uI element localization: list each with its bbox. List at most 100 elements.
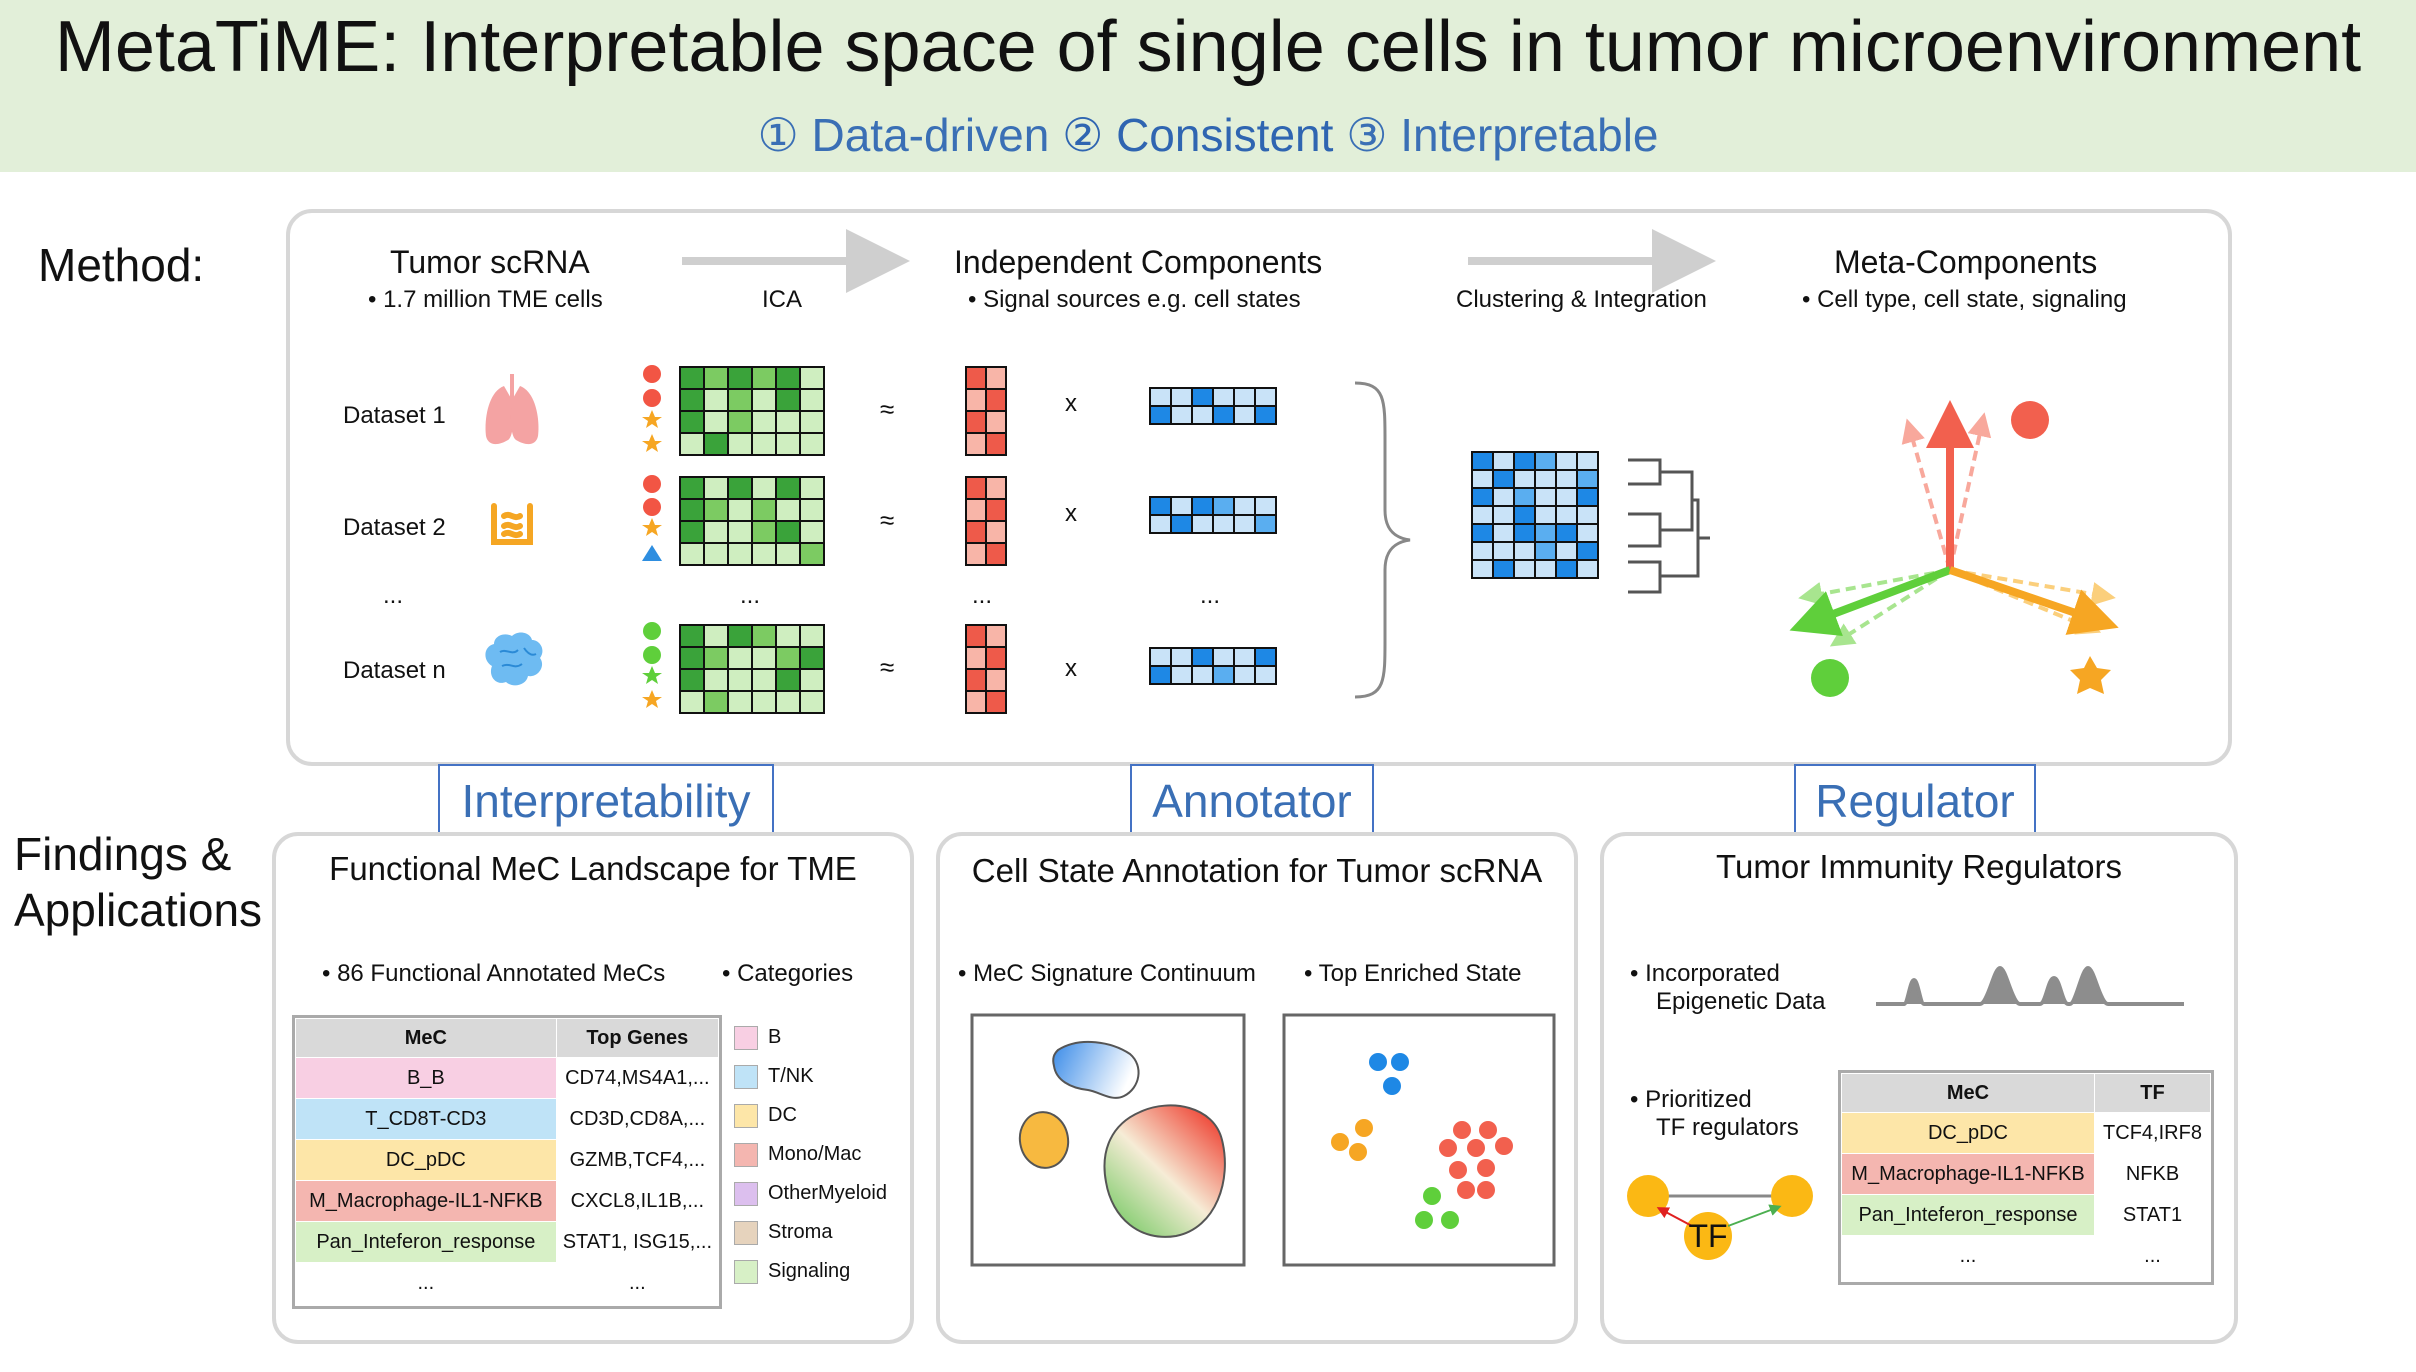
panel3-bullet2-line2: TF regulators	[1656, 1114, 1799, 1141]
legend-item: DC	[734, 1096, 887, 1135]
header-banner	[0, 0, 2416, 172]
legend-item: OtherMyeloid	[734, 1174, 887, 1213]
panel2-bullet-continuum: • MeC Signature Continuum	[958, 960, 1256, 987]
subtitle-interpretable: ③ Interpretable	[1346, 109, 1659, 161]
integrated-matrix	[1471, 451, 1599, 579]
panel2-title: Cell State Annotation for Tumor scRNA	[971, 852, 1543, 889]
legend-label: T/NK	[768, 1065, 814, 1087]
dendrogram	[1628, 458, 1710, 594]
enriched-green-points	[1415, 1187, 1459, 1229]
subtitle-data-driven: ① Data-driven	[757, 109, 1050, 161]
method-label: Method:	[38, 239, 205, 291]
panel3-title: Tumor Immunity Regulators	[1716, 848, 2122, 885]
ellipsis-loadings: ...	[1200, 582, 1221, 609]
tf-table-cell-mec: ...	[1841, 1235, 2095, 1277]
tf-table-row: ......	[1841, 1235, 2211, 1277]
ic-matrix-1	[965, 366, 1007, 456]
continuum-redgreen-cluster	[1103, 1104, 1226, 1238]
category-legend: B T/NK DC Mono/Mac OtherMyeloid Stroma Signali…	[734, 1018, 887, 1291]
expr-matrix-2	[679, 476, 825, 566]
col3-bullet: • Cell type, cell state, signaling	[1802, 286, 2127, 313]
legend-swatch	[734, 1181, 758, 1206]
findings-label-line1: Findings &	[14, 828, 232, 880]
mec-table-row: Pan_Inteferon_response STAT1, ISG15,...	[295, 1221, 720, 1263]
dataset-n-label: Dataset n	[343, 657, 446, 684]
epigenetic-peaks	[1876, 965, 2184, 1006]
col2-title: Independent Components	[954, 244, 1323, 280]
ica-label: ICA	[762, 286, 803, 313]
mec-table-header-genes: Top Genes	[555, 1018, 720, 1058]
dataset-1-label: Dataset 1	[343, 402, 446, 429]
times-1: x	[1065, 390, 1077, 417]
legend-label: Mono/Mac	[768, 1143, 862, 1165]
dataset-n-markers	[642, 622, 662, 708]
col1-bullet: • 1.7 million TME cells	[368, 286, 603, 313]
mec-table-cell-genes: CD3D,CD8A,...	[555, 1098, 720, 1140]
col2-bullet: • Signal sources e.g. cell states	[968, 286, 1301, 313]
loading-matrix-2	[1149, 496, 1277, 534]
approx-n: ≈	[880, 652, 895, 682]
mec-table-row: B_B CD74,MS4A1,...	[295, 1057, 720, 1099]
panel3-bullet1-line2: Epigenetic Data	[1656, 988, 1826, 1015]
times-n: x	[1065, 655, 1077, 682]
tf-table-cell-tf: NFKB	[2094, 1153, 2211, 1195]
mec-table-header-mec: MeC	[295, 1018, 557, 1058]
loading-matrix-1	[1149, 387, 1277, 425]
subtitle-consistent: ② Consistent	[1062, 109, 1334, 161]
mec-table-row: DC_pDC GZMB,TCF4,...	[295, 1139, 720, 1181]
ic-matrix-n	[965, 624, 1007, 714]
legend-item: Signaling	[734, 1252, 887, 1291]
lung-icon	[485, 374, 539, 445]
tf-node-label: TF	[1688, 1218, 1728, 1254]
tf-table-header-tf: TF	[2094, 1073, 2211, 1113]
legend-label: Signaling	[768, 1260, 851, 1282]
legend-item: Stroma	[734, 1213, 887, 1252]
continuum-blue-cluster	[1052, 1040, 1140, 1099]
legend-swatch	[734, 1025, 758, 1050]
mec-table-row: ......	[295, 1262, 720, 1304]
mec-table-cell-mec: ...	[295, 1262, 557, 1304]
brace	[1354, 381, 1411, 699]
brain-icon	[485, 632, 543, 686]
tf-table: MeC TF DC_pDC TCF4,IRF8 M_Macrophage-IL1-N…	[1838, 1070, 2214, 1285]
enriched-red-points	[1439, 1121, 1513, 1199]
ellipsis-ic: ...	[972, 582, 993, 609]
panel1-title: Functional MeC Landscape for TME	[329, 850, 857, 887]
continuum-orange-cluster	[1018, 1111, 1070, 1169]
meta-component-arrows	[1789, 400, 2119, 697]
ic-matrix-2	[965, 476, 1007, 566]
tf-table-cell-mec: M_Macrophage-IL1-NFKB	[1841, 1153, 2095, 1195]
legend-swatch	[734, 1259, 758, 1284]
tf-table-header-mec: MeC	[1841, 1073, 2095, 1113]
legend-label: DC	[768, 1104, 797, 1126]
tf-table-cell-mec: DC_pDC	[1841, 1112, 2095, 1154]
mec-table-cell-genes: CXCL8,IL1B,...	[555, 1180, 720, 1222]
approx-2: ≈	[880, 505, 895, 535]
findings-label-line2: Applications	[14, 884, 263, 936]
tag-annotator: Annotator	[1130, 764, 1374, 836]
intestine-icon	[491, 503, 533, 545]
ellipsis-matrix: ...	[740, 582, 761, 609]
legend-swatch	[734, 1064, 758, 1089]
legend-item: Mono/Mac	[734, 1135, 887, 1174]
panel3-bullet1-line1: • Incorporated	[1630, 960, 1780, 987]
tf-table-row: Pan_Inteferon_response STAT1	[1841, 1194, 2211, 1236]
expr-matrix-n	[679, 624, 825, 714]
subtitle: ① Data-driven ② Consistent ③ Interpretab…	[0, 108, 2416, 162]
dataset-2-label: Dataset 2	[343, 514, 446, 541]
loading-matrix-n	[1149, 647, 1277, 685]
legend-label: OtherMyeloid	[768, 1182, 887, 1204]
page-title: MetaTiME: Interpretable space of single …	[54, 7, 2362, 87]
enriched-orange-points	[1331, 1119, 1373, 1161]
tf-table-cell-mec: Pan_Inteferon_response	[1841, 1194, 2095, 1236]
dataset-1-markers	[642, 365, 662, 452]
panel1-bullet-mecs: • 86 Functional Annotated MeCs	[322, 960, 666, 987]
tf-table-row: M_Macrophage-IL1-NFKB NFKB	[1841, 1153, 2211, 1195]
tf-table-cell-tf: STAT1	[2094, 1194, 2211, 1236]
dataset-ellipsis: ...	[383, 582, 404, 609]
mec-table-row: T_CD8T-CD3 CD3D,CD8A,...	[295, 1098, 720, 1140]
mec-table: MeC Top Genes B_B CD74,MS4A1,... T_CD8T-CD…	[292, 1015, 722, 1309]
